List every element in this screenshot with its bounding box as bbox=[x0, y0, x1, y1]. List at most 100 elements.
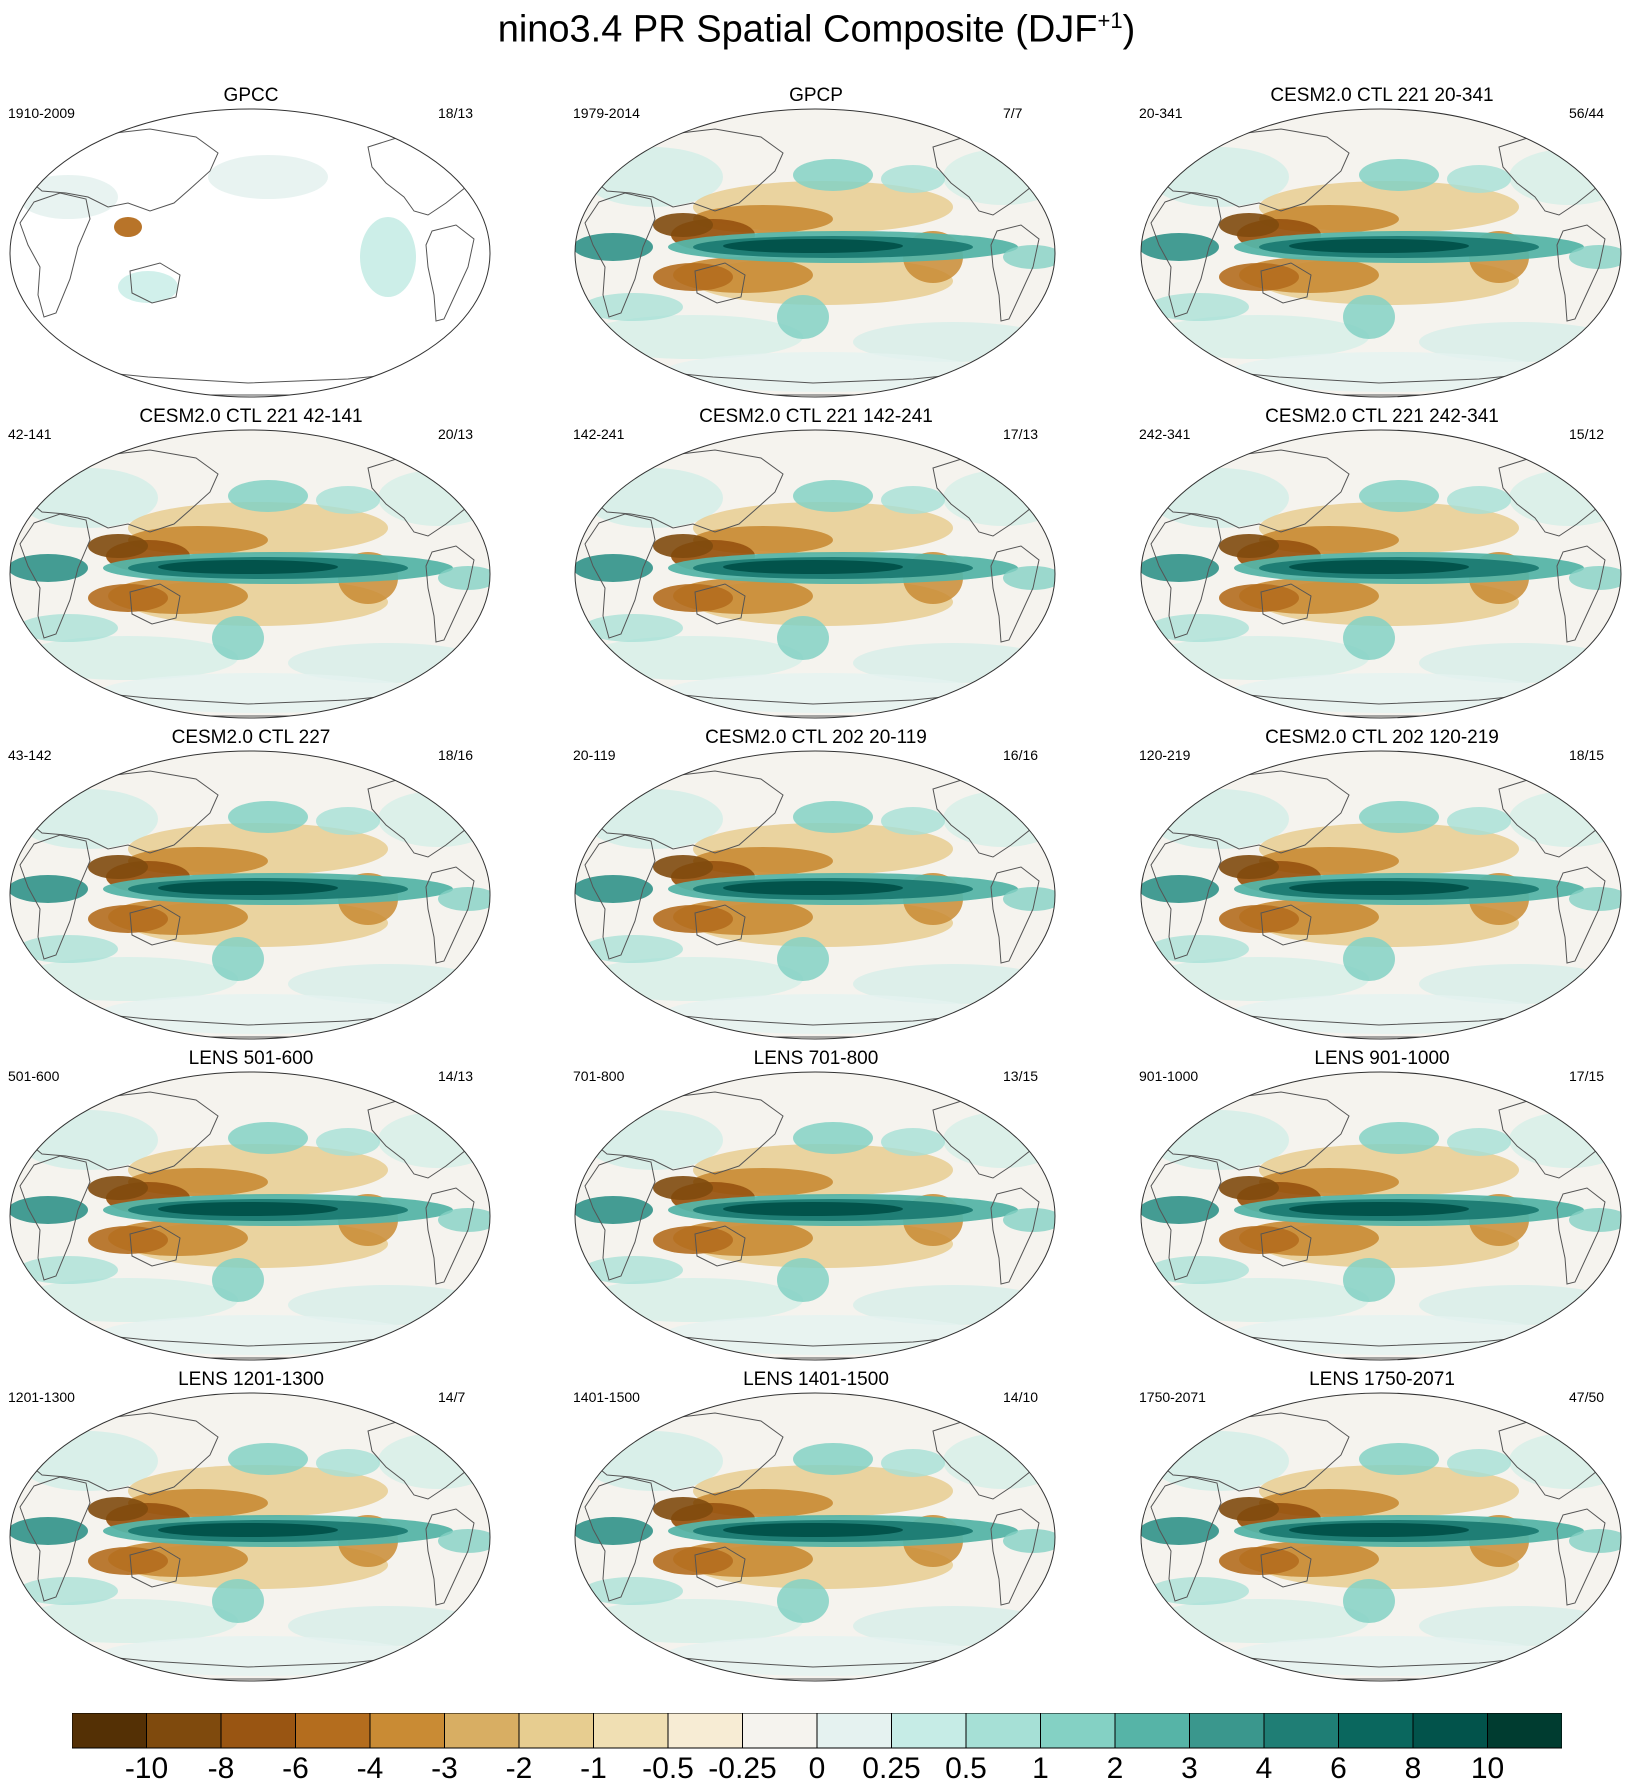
colorbar-tick-label: 4 bbox=[1255, 1752, 1273, 1785]
colorbar-tick-label: 8 bbox=[1404, 1752, 1422, 1785]
panel-event-counts: 20/13 bbox=[438, 426, 474, 442]
panel-event-counts: 7/7 bbox=[1003, 105, 1023, 121]
panel-period: 1201-1300 bbox=[8, 1389, 75, 1405]
map-panel: LENS 1750-2071 1750-2071 47/50 bbox=[1139, 1369, 1633, 1682]
map-panel: LENS 501-600 501-600 14/13 bbox=[8, 1048, 573, 1361]
panel-period: 42-141 bbox=[8, 426, 52, 442]
panel-event-counts: 14/7 bbox=[438, 1389, 466, 1405]
figure-title-close: ) bbox=[1122, 8, 1136, 51]
panel-event-counts: 17/15 bbox=[1569, 1068, 1605, 1084]
colorbar-tick-label: -1 bbox=[580, 1752, 607, 1785]
panel-period: 20-341 bbox=[1139, 105, 1183, 121]
precip-composite-map bbox=[1140, 108, 1622, 398]
panel-event-counts: 13/15 bbox=[1003, 1068, 1039, 1084]
panel-title: GPCP bbox=[789, 85, 843, 106]
precip-anomaly-field bbox=[10, 468, 490, 713]
map-panel: GPCP 1979-2014 7/7 bbox=[573, 85, 1138, 398]
colorbar-tick-label: 0 bbox=[808, 1752, 826, 1785]
colorbar-swatch bbox=[518, 1713, 594, 1749]
colorbar-tick-label: -2 bbox=[505, 1752, 533, 1785]
precip-composite-map bbox=[9, 1392, 491, 1682]
panel-event-counts: 14/13 bbox=[438, 1068, 474, 1084]
precip-composite-map bbox=[574, 429, 1056, 719]
colorbar-swatch bbox=[667, 1713, 743, 1749]
colorbar-tick-label: 0.25 bbox=[862, 1752, 921, 1785]
panel-period: 120-219 bbox=[1139, 747, 1191, 763]
precip-composite-map bbox=[574, 108, 1056, 398]
panel-title: LENS 1401-1500 bbox=[743, 1369, 889, 1390]
map-panel: LENS 1201-1300 1201-1300 14/7 bbox=[8, 1369, 573, 1682]
colorbar-swatch bbox=[1040, 1713, 1116, 1749]
panel-title: LENS 501-600 bbox=[188, 1048, 314, 1069]
precip-anomaly-field bbox=[575, 147, 1055, 392]
panel-event-counts: 17/13 bbox=[1003, 426, 1039, 442]
panel-title: LENS 901-1000 bbox=[1314, 1048, 1450, 1069]
precip-composite-map bbox=[1140, 1071, 1622, 1361]
map-panel: CESM2.0 CTL 221 20-341 20-341 56/44 bbox=[1139, 85, 1633, 398]
colorbar-tick-label: -6 bbox=[282, 1752, 309, 1785]
colorbar-tick-label: 6 bbox=[1330, 1752, 1347, 1785]
precip-anomaly-field bbox=[10, 1110, 490, 1355]
colorbar-swatch bbox=[146, 1713, 222, 1749]
panel-period: 701-800 bbox=[573, 1068, 625, 1084]
panel-period: 1910-2009 bbox=[8, 105, 75, 121]
colorbar-tick-label: 1 bbox=[1032, 1752, 1049, 1785]
precip-composite-map bbox=[9, 750, 491, 1040]
colorbar-swatch bbox=[444, 1713, 520, 1749]
panel-period: 501-600 bbox=[8, 1068, 60, 1084]
panel-title: LENS 1201-1300 bbox=[178, 1369, 324, 1390]
map-panel: CESM2.0 CTL 202 20-119 20-119 16/16 bbox=[573, 727, 1138, 1040]
colorbar-tick-label: 0.5 bbox=[945, 1752, 987, 1785]
colorbar-swatch bbox=[220, 1713, 296, 1749]
colorbar-swatch bbox=[369, 1713, 445, 1749]
map-panel: LENS 701-800 701-800 13/15 bbox=[573, 1048, 1138, 1361]
map-panel: LENS 901-1000 901-1000 17/15 bbox=[1139, 1048, 1633, 1361]
precip-anomaly-field bbox=[18, 155, 416, 303]
panel-event-counts: 16/16 bbox=[1003, 747, 1039, 763]
precip-anomaly-field bbox=[10, 1431, 490, 1676]
panel-period: 242-341 bbox=[1139, 426, 1191, 442]
panel-event-counts: 15/12 bbox=[1569, 426, 1605, 442]
figure-title-superscript: +1 bbox=[1097, 8, 1123, 33]
panel-period: 1750-2071 bbox=[1139, 1389, 1206, 1405]
panel-event-counts: 14/10 bbox=[1003, 1389, 1039, 1405]
colorbar-swatch bbox=[1114, 1713, 1190, 1749]
panel-title: CESM2.0 CTL 221 242-341 bbox=[1265, 406, 1499, 427]
precip-composite-map bbox=[1140, 1392, 1622, 1682]
colorbar-tick-label: 3 bbox=[1181, 1752, 1198, 1785]
precip-composite-map bbox=[574, 1392, 1056, 1682]
colorbar-swatch bbox=[593, 1713, 669, 1749]
map-panel: LENS 1401-1500 1401-1500 14/10 bbox=[573, 1369, 1138, 1682]
precip-composite-map bbox=[574, 750, 1056, 1040]
colorbar-swatch bbox=[1412, 1713, 1488, 1749]
panel-event-counts: 18/16 bbox=[438, 747, 474, 763]
colorbar-tick-label: -10 bbox=[124, 1752, 169, 1785]
panel-title: CESM2.0 CTL 221 42-141 bbox=[139, 406, 363, 427]
colorbar-swatch bbox=[72, 1713, 147, 1749]
panel-event-counts: 18/13 bbox=[438, 105, 474, 121]
precip-anomaly-field bbox=[575, 789, 1055, 1034]
panel-title: CESM2.0 CTL 221 142-241 bbox=[699, 406, 933, 427]
map-panel: CESM2.0 CTL 227 43-142 18/16 bbox=[8, 727, 573, 1040]
colorbar-swatch bbox=[965, 1713, 1041, 1749]
colorbar-tick-label: -3 bbox=[431, 1752, 458, 1785]
panel-period: 1979-2014 bbox=[573, 105, 640, 121]
colorbar-tick-label: -0.5 bbox=[642, 1752, 694, 1785]
colorbar-swatch bbox=[742, 1713, 818, 1749]
panel-event-counts: 56/44 bbox=[1569, 105, 1605, 121]
panel-title: CESM2.0 CTL 202 120-219 bbox=[1265, 727, 1499, 748]
map-panel: GPCC 1910-2009 18/13 bbox=[8, 85, 573, 398]
colorbar-tick-label: -4 bbox=[356, 1752, 384, 1785]
precip-anomaly-field bbox=[1141, 1431, 1621, 1676]
precip-composite-map bbox=[9, 429, 491, 719]
colorbar-swatch bbox=[816, 1713, 892, 1749]
precip-composite-map bbox=[574, 1071, 1056, 1361]
colorbar bbox=[72, 1713, 1562, 1749]
panel-period: 142-241 bbox=[573, 426, 625, 442]
colorbar-labels: -10 -8 -6 -4 -3 -2 -1 -0.5 -0.25 0 0.25 0.5 1 2 3 4 6 8 10 bbox=[0, 1752, 1633, 1792]
figure-title: nino3.4 PR Spatial Composite (DJF+1) bbox=[0, 8, 1633, 52]
colorbar-swatch bbox=[891, 1713, 967, 1749]
panel-title: LENS 701-800 bbox=[753, 1048, 879, 1069]
panel-title: GPCC bbox=[223, 85, 279, 106]
